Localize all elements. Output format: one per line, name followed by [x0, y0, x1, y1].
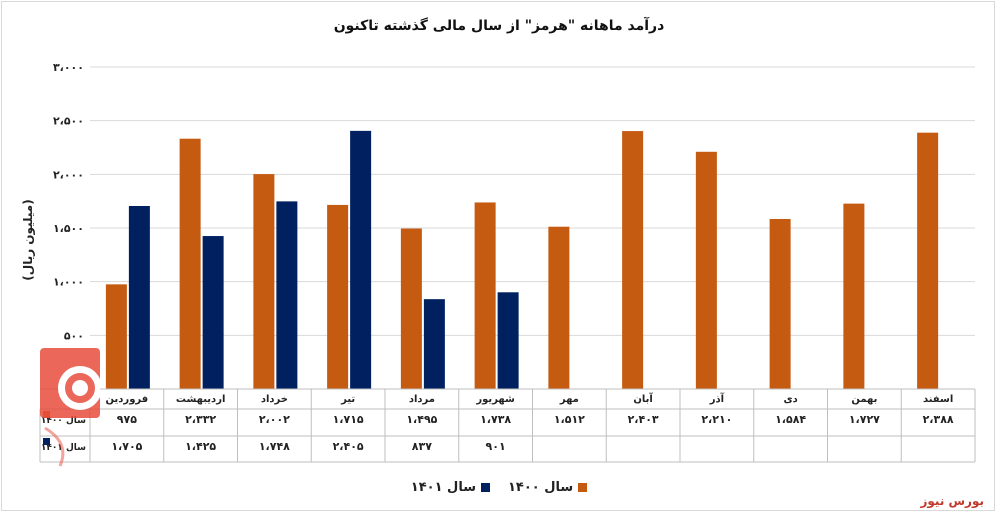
category-label: شهریور [475, 394, 515, 405]
legend-item-1401: سال ۱۴۰۱ [411, 480, 490, 495]
category-label: خرداد [261, 394, 288, 405]
bar-1400 [327, 204, 349, 389]
table-value: ۱،۷۲۷ [849, 413, 880, 426]
category-label: فروردین [106, 394, 149, 405]
y-tick-label: ۱،۰۰۰ [53, 276, 84, 289]
table-value: ۲،۴۰۳ [628, 413, 659, 426]
bar-1401 [497, 292, 519, 389]
category-label: دی [783, 394, 797, 405]
y-tick-label: ۱،۵۰۰ [53, 222, 84, 235]
table-legend-key [43, 438, 50, 445]
bar-1400 [843, 203, 865, 389]
table-value: ۱،۵۸۴ [775, 413, 806, 426]
bar-1400 [105, 284, 127, 389]
watermark-logo [40, 348, 100, 467]
category-label: مهر [559, 394, 579, 405]
table-value: ۸۳۷ [412, 440, 432, 453]
y-tick-label: ۲،۰۰۰ [53, 168, 84, 181]
table-value: ۹۷۵ [117, 413, 137, 426]
bars [105, 130, 939, 390]
category-label: آذر [709, 392, 725, 405]
table-value: ۲،۲۱۰ [701, 413, 732, 426]
legend-swatch-1401 [481, 483, 490, 492]
table-value: ۲،۰۰۲ [259, 413, 290, 426]
table-value: ۱،۷۳۸ [480, 413, 511, 426]
bar-1401 [276, 201, 298, 389]
legend: سال ۱۴۰۱ سال ۱۴۰۰ [0, 480, 998, 495]
category-label: مرداد [409, 394, 435, 405]
legend-item-1400: سال ۱۴۰۰ [508, 480, 588, 495]
category-label: اردیبهشت [176, 394, 226, 405]
y-tick-label: ۵۰۰ [64, 329, 84, 342]
table-value: ۱،۴۲۵ [185, 440, 216, 453]
bar-1401 [423, 299, 445, 389]
table-value: ۱،۷۱۵ [333, 413, 364, 426]
table-value: ۱،۴۹۵ [406, 413, 437, 426]
data-table: فروردین اردیبهشت خرداد تیر مرداد شهریور مهر آبا… [39, 388, 976, 463]
bar-1401 [202, 236, 224, 389]
y-tick-label: ۳،۰۰۰ [53, 61, 84, 74]
bar-1400 [622, 131, 644, 389]
table-value: ۱،۷۰۵ [111, 440, 142, 453]
chart-title: درآمد ماهانه "هرمز" از سال مالی گذشته تا… [333, 18, 665, 34]
bar-1400 [769, 218, 791, 389]
bar-1400 [548, 226, 570, 389]
bar-1400 [474, 202, 496, 389]
table-value: ۱،۷۴۸ [259, 440, 290, 453]
category-label: اسفند [923, 394, 953, 405]
table-series-name: سال ۱۴۰۰ [41, 416, 86, 426]
bar-1401 [350, 130, 372, 389]
bar-1400 [695, 151, 717, 389]
legend-label-1400: سال ۱۴۰۰ [508, 480, 574, 495]
y-tick-label: ۲،۵۰۰ [53, 115, 84, 128]
table-value: ۹۰۱ [486, 440, 506, 453]
table-value: ۲،۴۰۵ [333, 440, 364, 453]
bar-1401 [128, 205, 150, 389]
bar-1400 [400, 228, 422, 389]
bar-1400 [253, 174, 275, 389]
bar-1400 [179, 138, 201, 389]
legend-label-1401: سال ۱۴۰۱ [410, 480, 476, 495]
table-value: ۲،۳۸۸ [923, 413, 954, 426]
table-value: ۲،۳۳۲ [185, 413, 216, 426]
table-value: ۱،۵۱۲ [554, 413, 585, 426]
category-label: آبان [633, 392, 653, 405]
legend-swatch-1400 [578, 483, 588, 492]
category-label: بهمن [851, 394, 877, 405]
category-label: تیر [340, 394, 355, 405]
bar-1400 [917, 132, 939, 390]
brand-label: بورس نیوز [920, 494, 984, 508]
